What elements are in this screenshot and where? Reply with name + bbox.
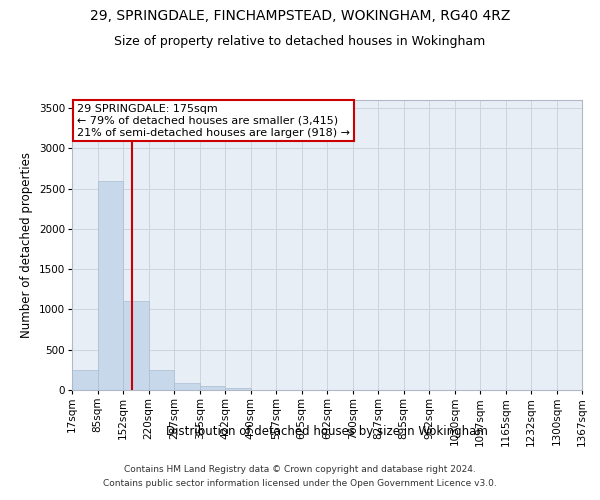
Bar bbox=[225, 388, 251, 390]
Bar bbox=[149, 370, 174, 390]
Text: Contains public sector information licensed under the Open Government Licence v3: Contains public sector information licen… bbox=[103, 479, 497, 488]
Bar bbox=[200, 386, 225, 390]
Bar bbox=[123, 302, 149, 390]
Text: 29, SPRINGDALE, FINCHAMPSTEAD, WOKINGHAM, RG40 4RZ: 29, SPRINGDALE, FINCHAMPSTEAD, WOKINGHAM… bbox=[90, 9, 510, 23]
Text: Contains HM Land Registry data © Crown copyright and database right 2024.: Contains HM Land Registry data © Crown c… bbox=[124, 466, 476, 474]
Y-axis label: Number of detached properties: Number of detached properties bbox=[20, 152, 33, 338]
Bar bbox=[98, 180, 123, 390]
Text: Size of property relative to detached houses in Wokingham: Size of property relative to detached ho… bbox=[115, 35, 485, 48]
Text: 29 SPRINGDALE: 175sqm
← 79% of detached houses are smaller (3,415)
21% of semi-d: 29 SPRINGDALE: 175sqm ← 79% of detached … bbox=[77, 104, 350, 138]
Bar bbox=[72, 370, 98, 390]
Bar bbox=[174, 383, 200, 390]
Text: Distribution of detached houses by size in Wokingham: Distribution of detached houses by size … bbox=[166, 425, 488, 438]
